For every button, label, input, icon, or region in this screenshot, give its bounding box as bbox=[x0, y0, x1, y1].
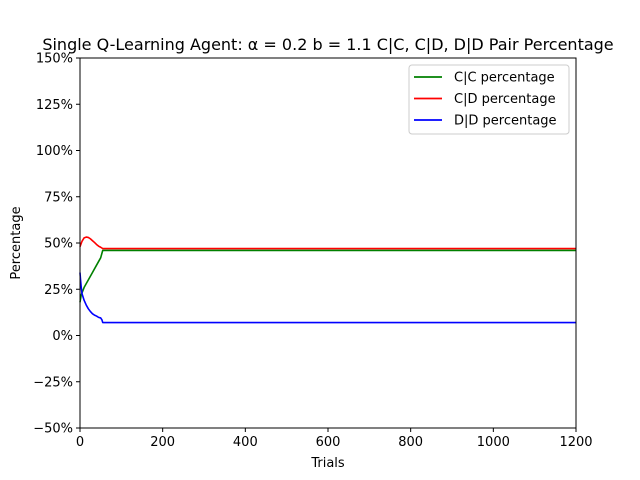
y-tick-label: 50% bbox=[44, 237, 73, 252]
chart-title: Single Q-Learning Agent: α = 0.2 b = 1.1… bbox=[42, 35, 613, 54]
y-tick-label: 75% bbox=[44, 190, 73, 205]
legend-label-0: C|C percentage bbox=[454, 71, 555, 86]
y-tick-label: 25% bbox=[44, 283, 73, 298]
x-axis: 0 200 400 600 800 1000 1200 bbox=[76, 428, 593, 450]
y-tick-label: 125% bbox=[36, 98, 73, 113]
series-line-0 bbox=[79, 249, 576, 303]
y-tick-label: −25% bbox=[33, 375, 73, 390]
x-tick-label: 1200 bbox=[559, 435, 592, 450]
series-line-2 bbox=[79, 272, 576, 324]
x-tick-label: 800 bbox=[398, 435, 423, 450]
y-tick-label: 100% bbox=[36, 144, 73, 159]
x-tick-label: 0 bbox=[76, 435, 84, 450]
x-axis-label: Trials bbox=[310, 456, 345, 471]
legend-label-1: C|D percentage bbox=[454, 92, 556, 107]
legend-label-2: D|D percentage bbox=[454, 114, 557, 129]
x-tick-label: 600 bbox=[316, 435, 341, 450]
y-tick-label: 150% bbox=[36, 52, 73, 67]
legend-box bbox=[408, 64, 570, 135]
legend: C|C percentage C|D percentage D|D percenta… bbox=[408, 64, 570, 135]
x-tick-label: 1000 bbox=[477, 435, 510, 450]
y-tick-label: 0% bbox=[52, 329, 73, 344]
series-layer bbox=[79, 236, 576, 324]
series-line-1 bbox=[79, 236, 576, 250]
y-tick-label: −50% bbox=[33, 422, 73, 437]
y-axis: −50% −25% 0% 25% 50% 75% 100% 125% 150% bbox=[33, 52, 80, 437]
x-tick-label: 200 bbox=[150, 435, 175, 450]
y-axis-label: Percentage bbox=[9, 206, 24, 279]
x-tick-label: 400 bbox=[233, 435, 258, 450]
